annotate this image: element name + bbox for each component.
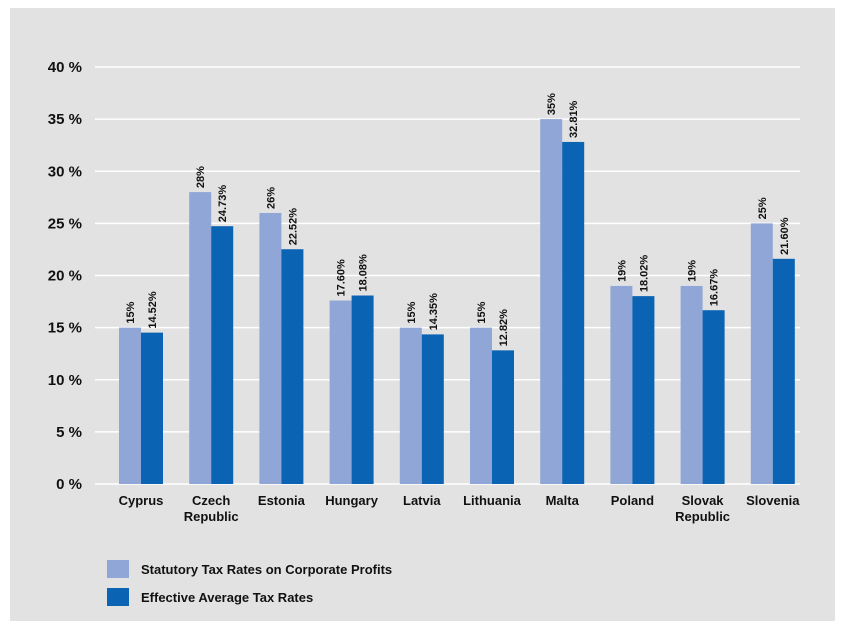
chart-panel: 0 % 5 % 10 % 15 % 20 % 25 % 30 % 35 % 40 % 15% 14… (10, 8, 835, 621)
bar-statutory (680, 285, 703, 484)
y-tick-label: 20 % (48, 268, 82, 285)
bar-statutory (259, 212, 282, 484)
bar-effective (562, 141, 585, 484)
value-label: 14.52% (147, 291, 159, 329)
value-label: 25% (757, 197, 769, 219)
x-tick-label: Slovenia (746, 493, 800, 508)
value-label: 28% (195, 166, 207, 188)
x-tick-label: Czech (192, 493, 230, 508)
value-label: 22.52% (287, 208, 299, 246)
value-label: 15% (125, 301, 137, 323)
legend-label: Effective Average Tax Rates (141, 590, 313, 605)
value-labels: 15% 14.52% 28% 24.73% 26% 22.52% 17.60% 18.08% 1… (125, 93, 791, 346)
value-label: 19% (687, 260, 699, 282)
bar-statutory (750, 223, 773, 484)
legend-swatch (107, 560, 129, 578)
bar-statutory (329, 300, 352, 484)
legend-label: Statutory Tax Rates on Corporate Profits (141, 562, 392, 577)
value-label: 15% (476, 301, 488, 323)
bar-effective (211, 226, 234, 484)
y-tick-label: 30 % (48, 163, 82, 180)
bar-statutory (189, 192, 212, 484)
bars (119, 119, 795, 484)
y-tick-label: 35 % (48, 111, 82, 128)
x-tick-label: Poland (611, 493, 654, 508)
value-label: 16.67% (709, 269, 721, 307)
y-tick-label: 10 % (48, 372, 82, 389)
bar-effective (772, 258, 795, 484)
x-tick-label: Estonia (258, 493, 306, 508)
y-tick-label: 25 % (48, 215, 82, 232)
bar-effective (702, 310, 725, 484)
y-tick-label: 5 % (56, 424, 82, 441)
value-label: 24.73% (217, 185, 229, 223)
value-label: 32.81% (568, 100, 580, 138)
bar-statutory (399, 327, 422, 484)
x-tick-label: Cyprus (119, 493, 164, 508)
bar-statutory (470, 327, 492, 484)
value-label: 35% (546, 93, 558, 115)
y-tick-label: 40 % (48, 59, 82, 76)
bar-chart: 0 % 5 % 10 % 15 % 20 % 25 % 30 % 35 % 40 % 15% 14… (48, 59, 801, 606)
value-label: 19% (616, 260, 628, 282)
x-tick-label: Republic (184, 509, 239, 524)
x-tick-label: Latvia (403, 493, 441, 508)
x-tick-label: Malta (546, 493, 580, 508)
bar-effective (141, 332, 163, 484)
value-label: 14.35% (428, 293, 440, 331)
value-label: 21.60% (779, 217, 791, 255)
bar-effective (351, 295, 374, 484)
value-label: 26% (265, 187, 277, 209)
x-tick-label: Slovak (682, 493, 725, 508)
y-tick-label: 15 % (48, 320, 82, 337)
y-tick-label: 0 % (56, 476, 82, 493)
bar-effective (281, 249, 304, 484)
x-tick-label: Hungary (325, 493, 379, 508)
value-label: 17.60% (336, 259, 348, 297)
x-tick-label: Republic (675, 509, 730, 524)
legend: Statutory Tax Rates on Corporate Profits… (107, 560, 392, 606)
legend-swatch (107, 588, 129, 606)
value-label: 18.02% (638, 255, 650, 293)
value-label: 18.08% (358, 254, 370, 292)
bar-effective (492, 350, 514, 484)
x-tick-label: Lithuania (463, 493, 522, 508)
bar-statutory (540, 119, 563, 484)
y-axis: 0 % 5 % 10 % 15 % 20 % 25 % 30 % 35 % 40 % (48, 59, 82, 493)
bar-effective (632, 296, 655, 484)
bar-statutory (119, 327, 141, 484)
bar-effective (421, 334, 444, 484)
value-label: 15% (406, 301, 418, 323)
bar-statutory (610, 285, 633, 484)
value-label: 12.82% (498, 309, 510, 347)
